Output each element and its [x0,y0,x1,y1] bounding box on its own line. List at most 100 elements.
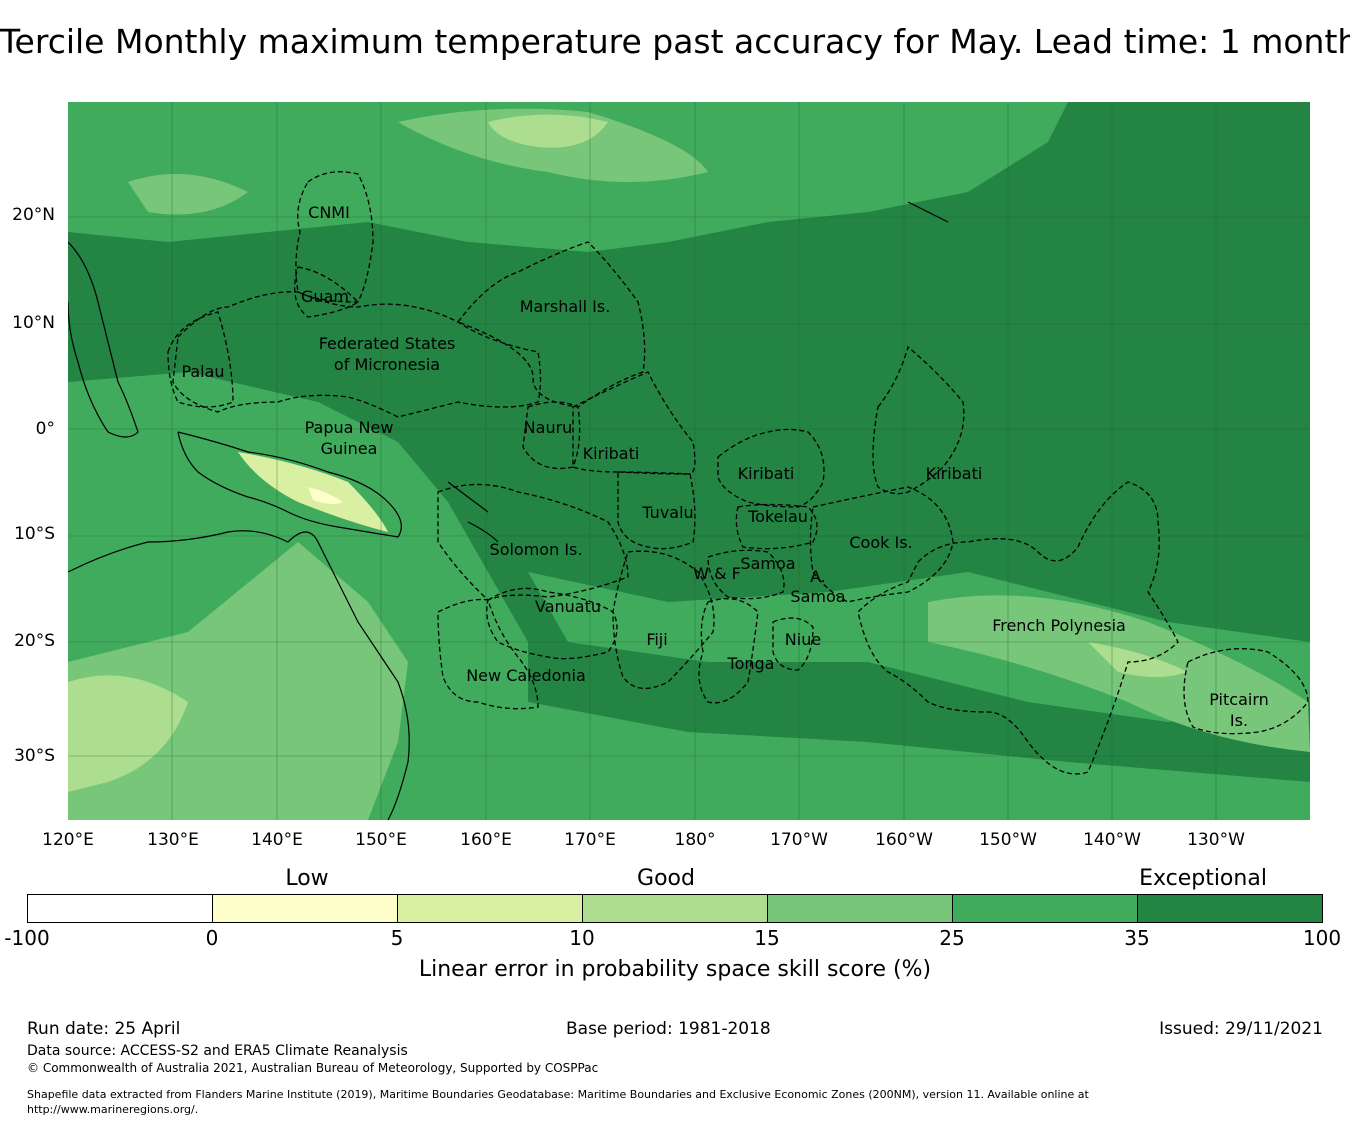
guam-eez [294,266,360,318]
lat-label-0: 0° [35,419,55,439]
map-canvas [68,102,1310,820]
lat-label-30s: 30°S [14,746,55,766]
region-label-palau: Palau [181,362,225,381]
run-date: Run date: 25 April [27,1019,181,1039]
shapefile-url[interactable]: http://www.marineregions.org/. [27,1103,199,1116]
lon-label-150w: 150°W [979,830,1037,850]
region-label-fsm: Federated States of Micronesia [319,333,456,375]
tuvalu-eez [617,471,696,550]
colorbar-tick: 0 [205,926,219,950]
region-label-nauru: Nauru [523,418,573,437]
region-label-png: Papua New Guinea [305,417,394,459]
region-label-guam: Guam [301,287,349,306]
region-label-kiribati-central: Kiribati [737,464,795,483]
lon-label-160e: 160°E [460,830,512,850]
north-pale-shading [488,114,608,148]
lon-label-170w: 170°W [770,830,828,850]
kiribati-east-eez [872,345,965,495]
northwest-shading [128,174,248,215]
lon-label-150e: 150°E [355,830,407,850]
region-label-samoa: Samoa [740,554,796,573]
region-label-wallis-futuna: W & F [693,564,741,583]
colorbar-swatch [28,895,213,922]
colorbar [27,894,1323,923]
colorbar-swatch [213,895,398,922]
hawaii-coast [907,201,949,223]
region-label-cook-islands: Cook Is. [849,533,913,552]
nauru-eez [522,401,581,470]
marshall-eez [456,241,646,408]
shapefile-credit: Shapefile data extracted from Flanders M… [27,1088,1089,1101]
region-label-png-line-1: Papua New [304,418,394,437]
region-label-niue: Niue [784,630,822,649]
region-label-tonga: Tonga [727,654,775,673]
tonga-eez [698,598,759,704]
fsm-eez [172,291,542,418]
png-peak-shading [308,487,343,505]
colorbar-tick: 35 [1124,926,1150,950]
colorbar-tick: 25 [939,926,965,950]
eez-boundaries [167,171,1309,775]
region-label-pitcairn-line-2: Is. [1229,711,1249,730]
colorbar-swatch [398,895,583,922]
region-label-tuvalu: Tuvalu [642,503,694,522]
skill-score-map [68,102,1310,820]
data-source: Data source: ACCESS-S2 and ERA5 Climate … [27,1043,408,1059]
new-caledonia-eez [437,598,539,710]
palau-eez [167,311,234,408]
lat-label-10s: 10°S [14,524,55,544]
lat-label-20n: 20°N [12,205,55,225]
fiji-eez [612,550,715,689]
lat-label-20s: 20°S [14,631,55,651]
region-label-fsm-line-1: Federated States [318,334,456,353]
region-label-new-caledonia: New Caledonia [466,666,586,685]
lon-label-120e: 120°E [42,830,94,850]
kiribati-west-eez [572,371,696,475]
map-title: Tercile Monthly maximum temperature past… [0,22,1350,61]
colorbar-swatch [1138,895,1322,922]
australia-pale-shading [68,675,188,792]
region-label-pitcairn-line-1: Pitcairn [1209,690,1269,709]
colorbar-label-exceptional: Exceptional [1139,866,1267,891]
region-label-american-samoa: Samoa [790,587,846,606]
lon-label-130w: 130°W [1187,830,1245,850]
new-guinea-coast [177,431,402,538]
tokelau-eez [735,503,818,550]
region-label-french-polynesia: French Polynesia [992,616,1126,635]
base-period: Base period: 1981-2018 [566,1019,771,1039]
south-lower-shading [528,702,1310,820]
coastlines [68,201,949,820]
colorbar-tick: -100 [4,926,50,950]
graticule [68,102,1310,820]
cnmi-eez [295,171,374,303]
region-label-cnmi: CNMI [308,203,350,222]
colorbar-label-low: Low [285,866,329,891]
lat-label-10n: 10°N [12,313,55,333]
region-label-vanuatu: Vanuatu [534,597,602,616]
north-band-shading [68,102,1068,252]
colorbar-axis-label: Linear error in probability space skill … [418,957,932,982]
colorbar-swatch [953,895,1138,922]
region-label-kiribati-west: Kiribati [582,444,640,463]
french-polynesia-shading [928,595,1310,752]
region-label-marshall: Marshall Is. [519,297,611,316]
kiribati-central-eez [717,428,825,508]
region-label-american-samoa-a: A. [810,567,826,586]
australia-coast [68,530,410,820]
colorbar-tick: 5 [390,926,404,950]
region-label-tokelau: Tokelau [748,507,808,526]
colorbar-tick: 10 [569,926,595,950]
pitcairn-eez [1183,648,1309,735]
lon-label-160w: 160°W [875,830,933,850]
colorbar-swatch [768,895,953,922]
region-label-kiribati-east: Kiribati [925,464,983,483]
colorbar-tick: 100 [1302,926,1342,950]
region-label-png-line-2: Guinea [320,439,378,458]
lon-label-140w: 140°W [1083,830,1141,850]
lon-label-130e: 130°E [147,830,199,850]
issued-date: Issued: 29/11/2021 [1159,1019,1323,1039]
solomon-coast [447,481,499,543]
lon-label-140e: 140°E [251,830,303,850]
region-label-fiji: Fiji [646,630,668,649]
colorbar-swatch [583,895,768,922]
